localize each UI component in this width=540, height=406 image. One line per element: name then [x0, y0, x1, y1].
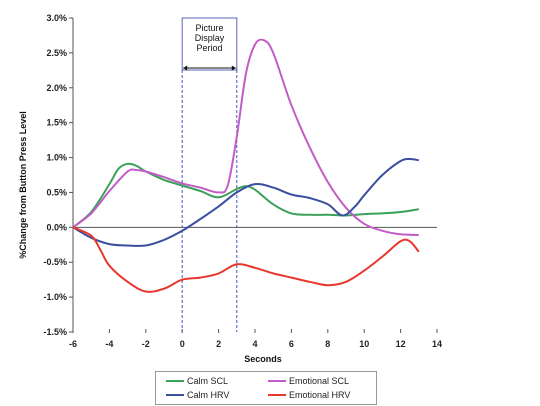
- series-lines: [72, 38, 420, 293]
- x-tick-label: 14: [432, 339, 442, 349]
- x-tick-label: 0: [180, 339, 185, 349]
- line-chart: -1.5% -1.0% -0.5% 0.0% 0.5% 1.0% 1.5% 2.0% 2.5% 3…: [18, 13, 442, 364]
- x-tick-label: 2: [216, 339, 221, 349]
- picture-display-period-annotation: Picture Display Period: [181, 17, 238, 332]
- series-line-calm-hrv: [72, 157, 419, 247]
- annotation-line-1: Picture: [195, 23, 223, 33]
- y-tick-label: 0.0%: [46, 222, 67, 232]
- y-tick-label: 0.5%: [46, 187, 67, 197]
- y-tick-label: -1.0%: [43, 292, 67, 302]
- y-axis-title: %Change from Button Press Level: [18, 111, 28, 259]
- y-axis-ticks: -1.5% -1.0% -0.5% 0.0% 0.5% 1.0% 1.5% 2.0% 2.5% 3…: [43, 13, 73, 337]
- x-tick-label: 8: [325, 339, 330, 349]
- legend-label-emotional-scl: Emotional SCL: [289, 376, 350, 386]
- y-tick-label: 2.5%: [46, 48, 67, 58]
- x-tick-label: 12: [396, 339, 406, 349]
- legend-swatch-calm-scl: [166, 380, 184, 382]
- series-line-emotional-hrv: [72, 226, 420, 293]
- legend-item-emotional-scl: Emotional SCL: [268, 374, 349, 388]
- legend-label-calm-hrv: Calm HRV: [187, 390, 230, 400]
- legend-swatch-calm-hrv: [166, 394, 184, 396]
- y-tick-label: -1.5%: [43, 327, 67, 337]
- legend-item-calm-hrv: Calm HRV: [166, 388, 229, 402]
- annotation-line-3: Period: [196, 43, 222, 53]
- legend-label-emotional-hrv: Emotional HRV: [289, 390, 351, 400]
- x-tick-label: 6: [289, 339, 294, 349]
- x-tick-label: 4: [252, 339, 257, 349]
- legend-item-calm-scl: Calm SCL: [166, 374, 228, 388]
- legend-item-emotional-hrv: Emotional HRV: [268, 388, 350, 402]
- annotation-arrow-left: [183, 65, 188, 71]
- annotation-line-2: Display: [195, 33, 225, 43]
- series-line-calm-scl: [72, 162, 419, 229]
- y-tick-label: -0.5%: [43, 257, 67, 267]
- x-tick-label: 10: [359, 339, 369, 349]
- legend-swatch-emotional-hrv: [268, 394, 286, 396]
- x-tick-label: -4: [105, 339, 113, 349]
- y-tick-label: 3.0%: [46, 13, 67, 23]
- x-axis-ticks: -6 -4 -2 0 2 4 6 8 10 12 14: [69, 329, 442, 349]
- x-axis-title: Seconds: [244, 354, 282, 364]
- legend-label-calm-scl: Calm SCL: [187, 376, 229, 386]
- x-tick-label: -2: [142, 339, 150, 349]
- plot-area: [72, 18, 437, 332]
- chart-legend: Calm SCL Emotional SCL Calm HRV Emotiona…: [155, 371, 377, 405]
- series-line-emotional-scl: [72, 38, 419, 236]
- y-tick-label: 1.5%: [46, 118, 67, 128]
- legend-swatch-emotional-scl: [268, 380, 286, 382]
- y-tick-label: 2.0%: [46, 83, 67, 93]
- x-tick-label: -6: [69, 339, 77, 349]
- annotation-arrow-right: [231, 65, 236, 71]
- y-tick-label: 1.0%: [46, 153, 67, 163]
- annotation-box: [181, 17, 238, 71]
